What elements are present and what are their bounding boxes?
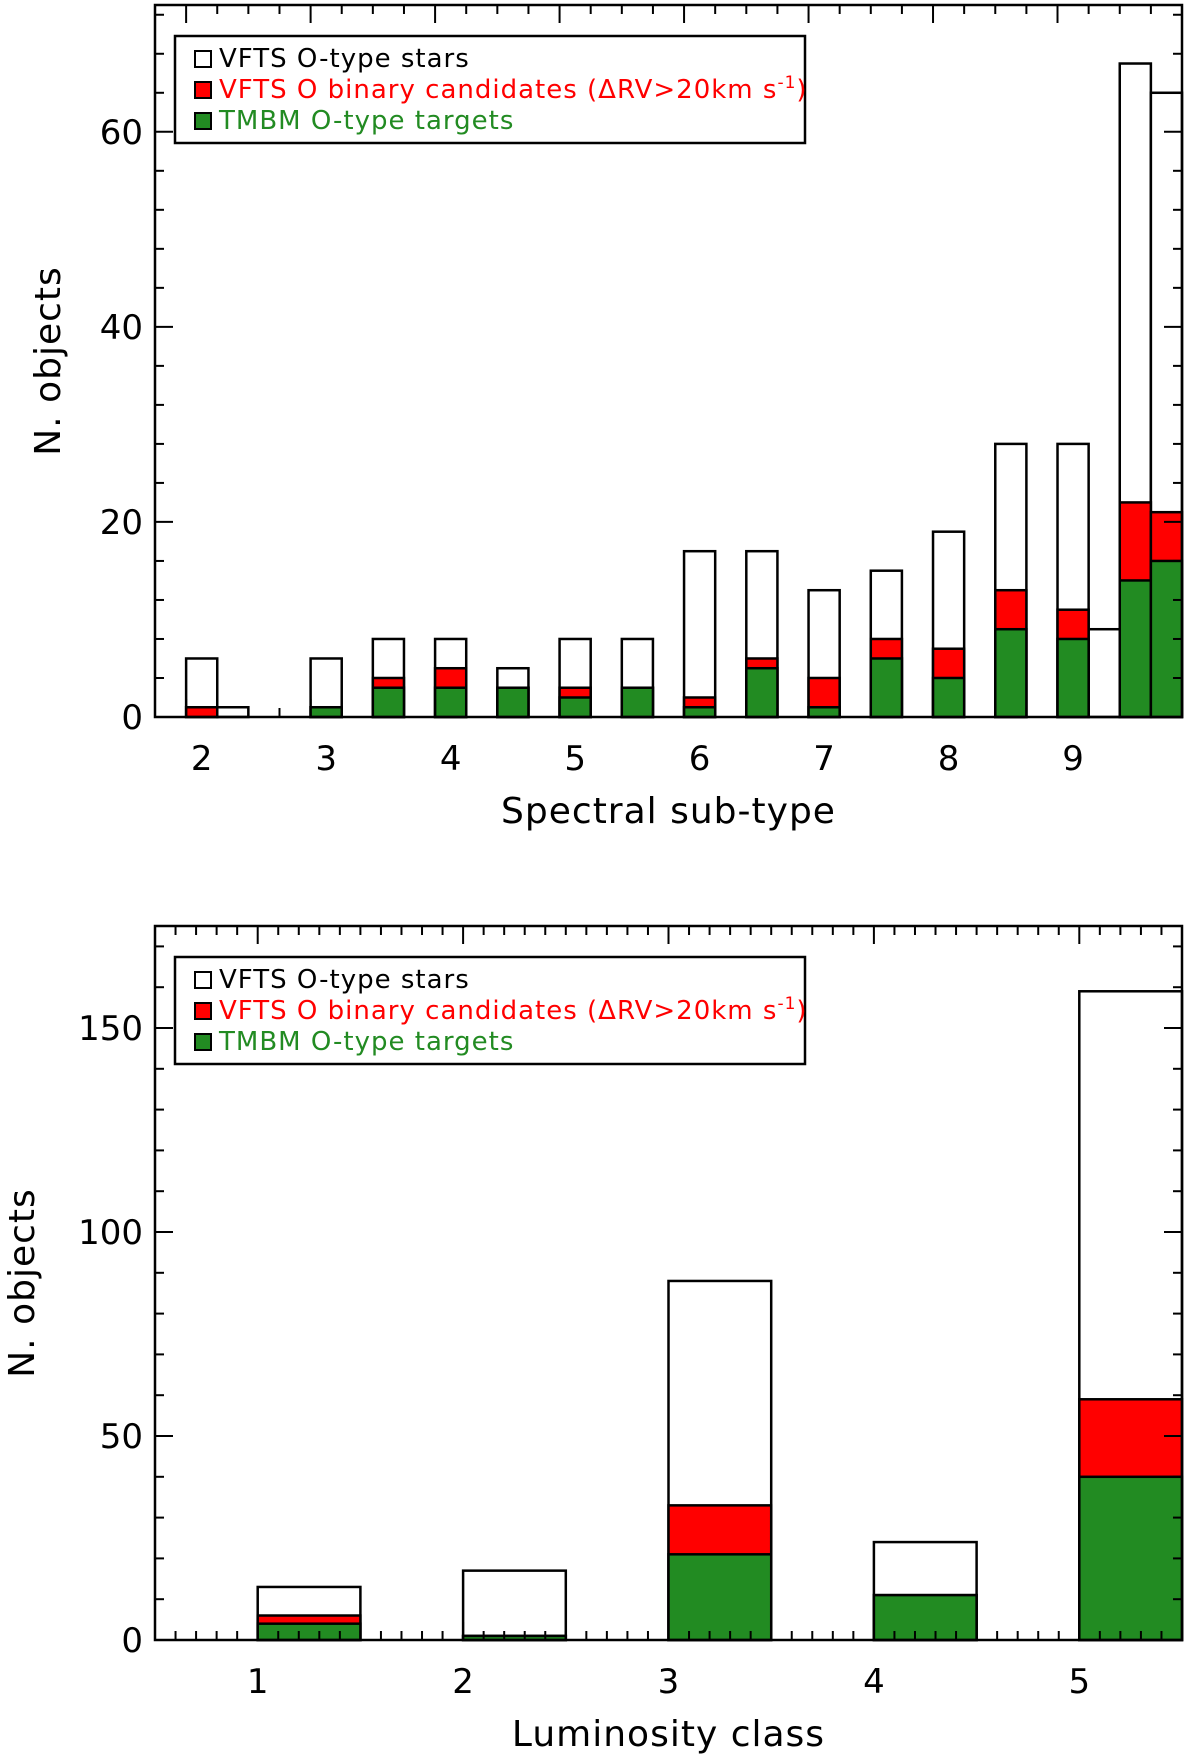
legend-close-paren: ) (796, 996, 807, 1026)
x-tick-label: 1 (247, 1662, 269, 1702)
legend-label: VFTS O binary candidates (ΔRV>20km s-1) (219, 73, 808, 105)
tmbm-bar (667, 1553, 773, 1642)
x-tick-label: 5 (564, 739, 586, 779)
tmbm-bar (620, 686, 655, 719)
y-tick-label: 40 (100, 308, 143, 348)
bars-group (256, 990, 1184, 1642)
y-tick-label: 0 (121, 1621, 143, 1661)
tmbm-bar (931, 676, 966, 719)
x-axis-title: Luminosity class (512, 1714, 825, 1755)
legend-label-text: TMBM O-type targets (218, 1027, 514, 1057)
tmbm-bar (745, 666, 779, 719)
x-tick-label: 7 (813, 739, 835, 779)
legend-label-text: VFTS O binary candidates (ΔRV>20km s (219, 75, 777, 105)
x-tick-label: 9 (1062, 739, 1084, 779)
axis-ticks (154, 926, 1183, 1641)
total-bar (215, 705, 250, 719)
x-tick-label: 4 (863, 1662, 885, 1702)
total-bar (1087, 627, 1122, 719)
x-tick-label: 4 (440, 739, 462, 779)
tmbm-bar (869, 657, 904, 719)
legend-label: VFTS O-type stars (219, 965, 470, 995)
y-tick-label: 20 (100, 503, 143, 543)
x-tick-label: 8 (938, 739, 960, 779)
legend-label: TMBM O-type targets (218, 1027, 514, 1057)
y-axis-title: N. objects (2, 1188, 43, 1378)
y-tick-label: 50 (100, 1417, 143, 1457)
legend-superscript: -1 (777, 994, 796, 1014)
legend-label: VFTS O-type stars (219, 44, 470, 74)
legend-swatch (194, 81, 212, 99)
tmbm-bar (994, 627, 1028, 719)
tick-labels: 2 3 4 5 6 7 8 9 0 20 40 60 (100, 113, 1084, 779)
y-tick-label: 150 (78, 1009, 143, 1049)
x-tick-label: 6 (689, 739, 711, 779)
tmbm-bar (433, 686, 468, 719)
y-tick-label: 0 (121, 698, 143, 738)
legend-superscript: -1 (777, 73, 796, 93)
legend-label-text: TMBM O-type targets (218, 106, 514, 136)
x-tick-label: 2 (452, 1662, 474, 1702)
tmbm-bar (371, 686, 406, 719)
tmbm-bar (256, 1622, 362, 1642)
legend-label-text: VFTS O binary candidates (ΔRV>20km s (219, 996, 777, 1026)
legend-close-paren: ) (796, 75, 807, 105)
tmbm-bar (558, 696, 592, 719)
x-axis-title: Spectral sub-type (501, 791, 836, 832)
tmbm-bar (872, 1593, 978, 1642)
legend-swatch (194, 1002, 212, 1020)
bars-group (184, 62, 1184, 719)
total-bar (682, 549, 717, 719)
legend-box (173, 955, 807, 1066)
x-tick-label: 5 (1068, 1662, 1090, 1702)
tmbm-bar (1118, 579, 1153, 719)
legend-label: TMBM O-type targets (218, 106, 514, 136)
y-tick-label: 60 (100, 113, 143, 153)
tmbm-bar (682, 705, 717, 719)
legend-label: VFTS O binary candidates (ΔRV>20km s-1) (219, 994, 808, 1026)
spectral-subtype-chart: 2 3 4 5 6 7 8 9 0 20 40 60 Spectral sub-type N. obj… (28, 3, 1184, 832)
y-tick-label: 100 (78, 1213, 143, 1253)
x-tick-label: 2 (191, 739, 213, 779)
tmbm-bar (807, 705, 841, 719)
tmbm-bar (309, 705, 343, 719)
legend-swatch (194, 112, 212, 130)
legend-swatch (194, 971, 212, 989)
x-tick-label: 3 (658, 1662, 680, 1702)
legend-swatch (194, 50, 212, 68)
binary-bar (184, 705, 219, 719)
legend-box (173, 34, 807, 145)
axis-ticks (154, 5, 1183, 718)
legend-swatch (194, 1033, 212, 1051)
tmbm-bar (496, 686, 530, 719)
tmbm-bar (1056, 637, 1090, 719)
x-tick-label: 3 (315, 739, 337, 779)
plot-frame (153, 3, 1184, 719)
legend-label-text: VFTS O-type stars (219, 965, 470, 995)
total-bar (461, 1569, 568, 1642)
y-axis-title: N. objects (28, 266, 69, 456)
tmbm-bar (1078, 1475, 1184, 1642)
legend-label-text: VFTS O-type stars (219, 44, 470, 74)
